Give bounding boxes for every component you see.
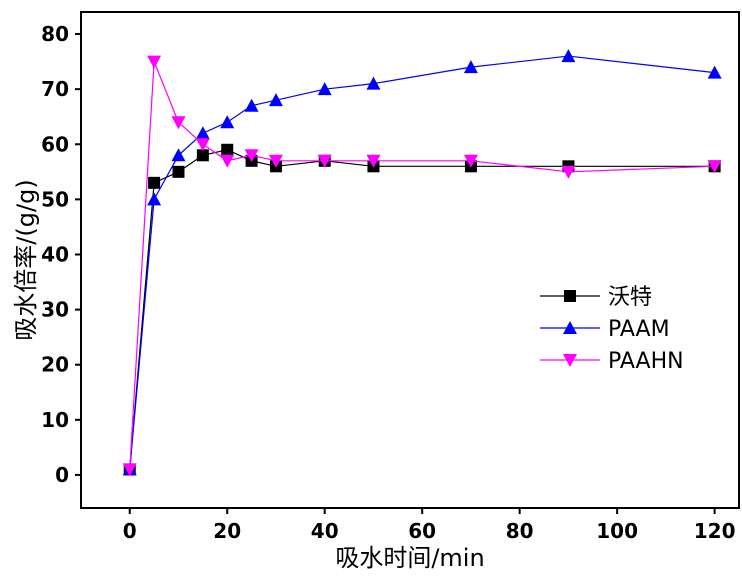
data-point [171, 148, 186, 162]
data-point [366, 76, 381, 90]
data-point [220, 115, 235, 129]
x-tick-label: 40 [311, 519, 339, 543]
plot-frame [80, 11, 740, 509]
data-point [122, 463, 137, 477]
y-tick-label: 80 [41, 22, 69, 46]
data-point [195, 138, 210, 152]
data-point [317, 82, 332, 96]
legend-label: PAAM [608, 317, 670, 342]
data-point [171, 116, 186, 130]
legend-marker [563, 354, 577, 367]
y-tick-label: 30 [41, 298, 69, 322]
data-point [268, 154, 283, 168]
x-tick-label: 100 [596, 519, 638, 543]
data-point [172, 165, 185, 178]
data-point [561, 49, 576, 63]
data-point [148, 176, 161, 189]
data-point [268, 93, 283, 107]
y-tick-label: 50 [41, 187, 69, 211]
x-tick-label: 20 [213, 519, 241, 543]
x-tick-label: 120 [694, 519, 736, 543]
legend-label: 沃特 [608, 285, 652, 310]
legend-label: PAAHN [608, 349, 684, 374]
legend: 沃特 PAAM PAAHN [540, 285, 684, 374]
series-line [129, 61, 715, 470]
data-point [147, 192, 162, 206]
y-tick-label: 60 [41, 132, 69, 156]
x-tick-label: 80 [506, 519, 534, 543]
data-point [561, 165, 576, 179]
series-1 [122, 49, 722, 476]
x-tick-label: 60 [408, 519, 436, 543]
data-point [463, 60, 478, 74]
data-point [366, 154, 381, 168]
data-point [147, 55, 162, 69]
data-point [244, 98, 259, 112]
y-tick-label: 20 [41, 353, 69, 377]
y-tick-label: 10 [41, 408, 69, 432]
data-point [244, 149, 259, 163]
data-point [196, 149, 209, 162]
x-tick-label: 0 [123, 519, 137, 543]
y-axis-ticks: 0 10 20 30 40 50 60 70 80 [41, 22, 81, 487]
y-axis-title: 吸水倍率/(g/g) [12, 179, 40, 340]
x-axis-ticks: 0 20 40 60 80 100 120 [123, 508, 736, 543]
y-tick-label: 0 [55, 463, 69, 487]
data-point [317, 154, 332, 168]
legend-marker [563, 321, 577, 334]
series-line [129, 55, 715, 470]
data-point [195, 126, 210, 140]
data-point [707, 160, 722, 174]
series-layer [122, 49, 722, 477]
y-tick-label: 40 [41, 242, 69, 266]
data-point [220, 154, 235, 168]
legend-marker [564, 290, 576, 302]
x-axis-title: 吸水时间/min [335, 544, 484, 572]
data-point [221, 143, 234, 156]
y-tick-label: 70 [41, 77, 69, 101]
data-point [463, 154, 478, 168]
series-2 [122, 55, 722, 477]
data-point [707, 65, 722, 79]
